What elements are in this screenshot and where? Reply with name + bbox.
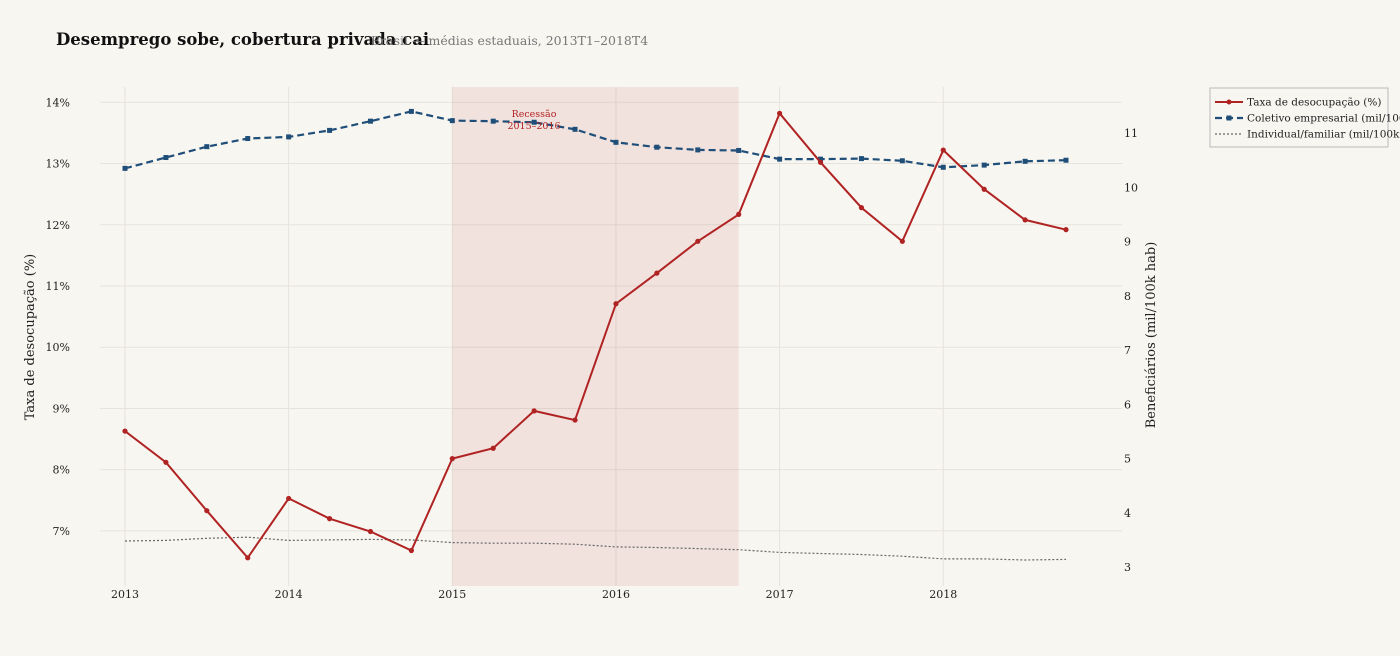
y-right-tick-label: 11 xyxy=(1124,127,1138,140)
legend-item-unemployment[interactable]: Taxa de desocupação (%) xyxy=(1215,97,1381,109)
y-left-tick-label: 7% xyxy=(53,525,70,538)
data-point-coletivo xyxy=(940,164,946,170)
x-tick-label: 2016 xyxy=(602,588,630,601)
y-right-tick-label: 7 xyxy=(1124,344,1131,357)
chart-title: Desemprego sobe, cobertura privada cai xyxy=(56,30,429,49)
y-left-tick-label: 8% xyxy=(53,464,70,477)
data-point-unemployment xyxy=(326,516,333,522)
axes: 2013 2014 2015 2016 2017 2018 7% 8% 9% 10% 11% 12% 1… xyxy=(46,96,1138,601)
data-point-unemployment xyxy=(449,456,455,462)
data-point-unemployment xyxy=(286,495,292,502)
gridlines xyxy=(100,87,1122,586)
data-point-unemployment xyxy=(695,238,701,244)
y-right-tick-label: 4 xyxy=(1124,507,1131,520)
data-point-coletivo xyxy=(858,156,864,162)
data-point-coletivo xyxy=(654,144,660,150)
legend-marker-unemployment xyxy=(1226,99,1232,105)
data-point-unemployment xyxy=(817,159,824,165)
data-point-unemployment xyxy=(613,301,619,307)
legend-item-coletivo[interactable]: Coletivo empresarial (mil/100k) xyxy=(1215,113,1400,125)
data-point-coletivo xyxy=(777,156,783,162)
data-point-coletivo xyxy=(572,126,578,132)
data-point-unemployment xyxy=(204,508,210,514)
y-right-axis-title: Beneficiários (mil/100k hab) xyxy=(1144,242,1159,429)
data-point-coletivo xyxy=(122,165,128,171)
series-layer xyxy=(122,108,1069,561)
chart-subtitle: Brasil — médias estaduais, 2013T1–2018T4 xyxy=(371,33,648,48)
recession-annotation-line1: Recessão xyxy=(512,109,557,120)
x-tick-label: 2018 xyxy=(929,588,957,601)
data-point-unemployment xyxy=(1063,227,1069,233)
series-line-0 xyxy=(124,111,1067,560)
data-point-coletivo xyxy=(981,162,987,168)
data-point-unemployment xyxy=(940,147,946,153)
y-left-axis-title: Taxa de desocupação (%) xyxy=(23,254,38,421)
data-point-unemployment xyxy=(163,459,169,465)
x-tick-label: 2013 xyxy=(111,588,139,601)
data-point-unemployment xyxy=(736,211,742,217)
data-point-unemployment xyxy=(654,270,660,276)
legend-marker-coletivo xyxy=(1226,115,1232,121)
data-point-unemployment xyxy=(1022,217,1028,223)
y-right-tick-label: 9 xyxy=(1124,236,1131,249)
data-point-unemployment xyxy=(531,408,537,414)
data-point-coletivo xyxy=(286,134,292,140)
data-point-unemployment xyxy=(245,555,251,561)
data-point-coletivo xyxy=(327,127,333,133)
recession-annotation-line2: 2015–2016 xyxy=(507,121,560,132)
data-point-coletivo xyxy=(490,118,496,124)
series-line-1 xyxy=(124,110,1067,170)
data-point-unemployment xyxy=(367,528,374,535)
legend-label-unemployment: Taxa de desocupação (%) xyxy=(1247,97,1381,109)
legend-item-individual[interactable]: Individual/familiar (mil/100k) xyxy=(1215,129,1400,141)
data-point-coletivo xyxy=(531,119,537,125)
x-tick-label: 2014 xyxy=(275,588,303,601)
data-point-unemployment xyxy=(408,547,414,554)
recession-shading xyxy=(452,87,739,586)
legend-label-individual: Individual/familiar (mil/100k) xyxy=(1247,129,1400,141)
data-point-unemployment xyxy=(572,417,578,423)
y-left-tick-label: 10% xyxy=(46,341,70,354)
y-left-tick-label: 14% xyxy=(46,96,70,109)
data-point-unemployment xyxy=(490,445,496,451)
legend[interactable]: Taxa de desocupação (%) Coletivo empresa… xyxy=(1209,87,1400,148)
data-point-coletivo xyxy=(408,108,414,114)
x-tick-label: 2015 xyxy=(438,588,466,601)
series-line-2 xyxy=(124,536,1067,561)
data-point-coletivo xyxy=(695,147,701,153)
data-point-coletivo xyxy=(736,147,742,153)
data-point-unemployment xyxy=(777,110,783,116)
y-right-tick-label: 5 xyxy=(1124,453,1131,466)
data-point-coletivo xyxy=(204,144,210,150)
y-right-tick-label: 3 xyxy=(1124,561,1131,574)
data-point-unemployment xyxy=(899,238,905,244)
y-left-tick-label: 12% xyxy=(46,219,70,232)
data-point-coletivo xyxy=(1063,157,1069,163)
recession-band xyxy=(452,87,739,586)
y-left-tick-label: 11% xyxy=(46,280,70,293)
data-point-coletivo xyxy=(1022,158,1028,164)
data-point-unemployment xyxy=(122,428,128,434)
data-point-unemployment xyxy=(858,205,865,211)
y-left-tick-label: 9% xyxy=(53,402,70,415)
data-point-unemployment xyxy=(981,186,987,192)
data-point-coletivo xyxy=(613,139,619,145)
y-right-tick-label: 6 xyxy=(1124,398,1131,411)
y-left-tick-label: 13% xyxy=(46,158,70,171)
y-right-tick-label: 8 xyxy=(1124,290,1131,303)
data-point-coletivo xyxy=(818,156,824,162)
legend-label-coletivo: Coletivo empresarial (mil/100k) xyxy=(1247,113,1400,125)
data-point-coletivo xyxy=(449,118,455,124)
x-tick-label: 2017 xyxy=(766,588,794,601)
data-point-coletivo xyxy=(245,136,251,142)
y-right-tick-label: 10 xyxy=(1124,181,1138,194)
data-point-coletivo xyxy=(163,155,169,161)
data-point-coletivo xyxy=(367,118,373,124)
data-point-coletivo xyxy=(899,158,905,164)
